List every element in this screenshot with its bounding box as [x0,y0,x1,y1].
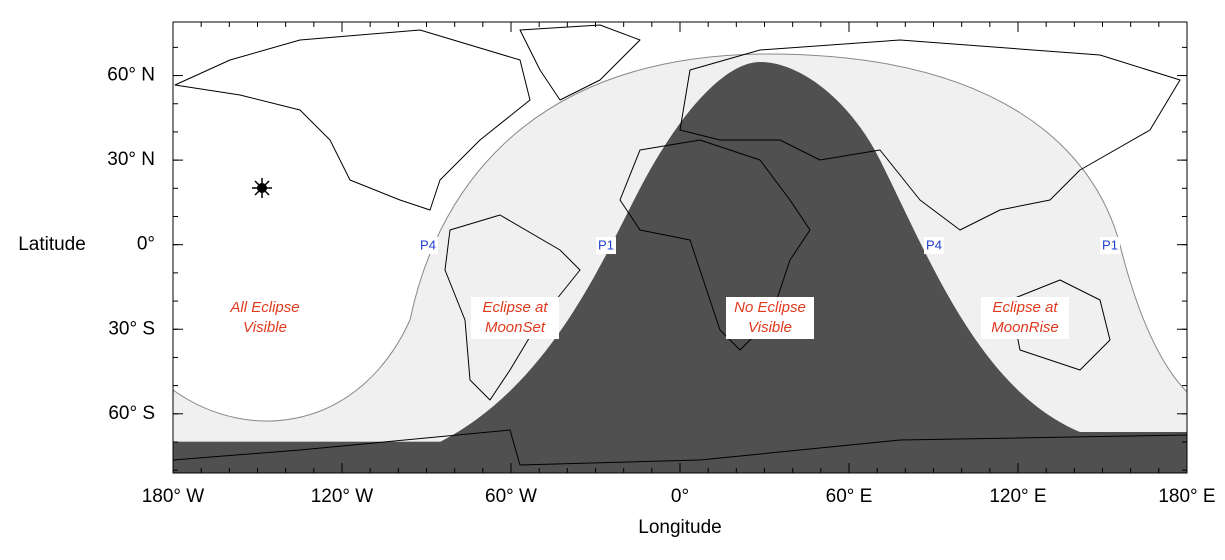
y-tick-label: 60° S [108,403,155,424]
x-tick-label: 60° E [826,486,873,507]
region-label: No Eclipse [734,299,806,316]
x-tick-label: 180° W [142,486,205,507]
y-tick-label: 30° N [107,149,155,170]
contact-box [1100,237,1120,254]
contact-box [596,237,616,254]
no-eclipse-zone [173,62,1187,473]
y-axis-label: Latitude [18,234,86,255]
x-tick-label: 120° E [989,486,1046,507]
y-tick-label: 60° N [107,65,155,86]
australia [1009,279,1111,371]
region-label: Eclipse at [992,299,1058,316]
antarctica-coast [172,429,1188,466]
x-tick-label: 60° W [485,486,537,507]
north-america [174,29,531,211]
region-label: Eclipse at [482,299,548,316]
x-tick-label: 120° W [311,486,374,507]
landmasses [172,24,1188,466]
label-box [471,297,559,339]
sub-lunar-point [252,178,272,198]
region-label: MoonRise [991,319,1059,336]
label-box [981,297,1069,339]
eurasia [679,39,1181,231]
y-tick-label: 0° [137,234,155,255]
south-america [444,214,581,401]
region-label: Visible [243,319,287,336]
contact-box [924,237,944,254]
contact-label: P1 [1102,237,1118,252]
label-box [726,297,814,339]
contact-label: P4 [926,237,942,252]
contact-label: P1 [598,237,614,252]
x-tick-label: 0° [671,486,689,507]
region-label: MoonSet [485,319,546,336]
region-label: All Eclipse [229,299,299,316]
y-tick-label: 30° S [108,318,155,339]
greenland [519,24,641,101]
region-label: Visible [748,319,792,336]
contact-label: P4 [420,237,436,252]
x-tick-label: 180° E [1158,486,1215,507]
x-axis-label: Longitude [638,517,721,538]
contact-box [418,237,438,254]
